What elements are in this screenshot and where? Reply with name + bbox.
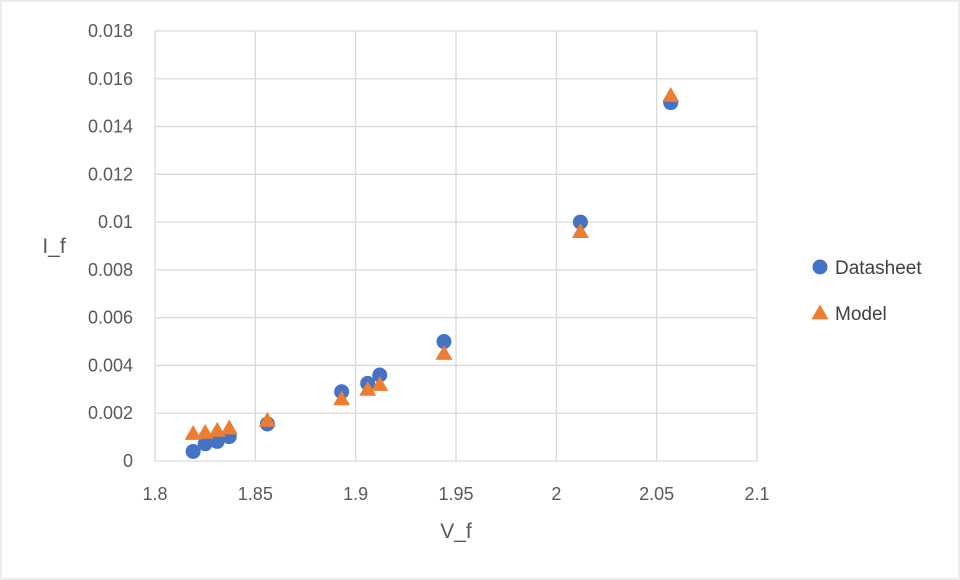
legend-marker-datasheet [812, 259, 828, 275]
model-point [662, 87, 680, 102]
x-tick-label: 1.8 [142, 484, 167, 504]
y-axis-title: I_f [42, 235, 66, 258]
x-tick-label: 2 [551, 484, 561, 504]
y-tick-label: 0 [123, 451, 133, 471]
model-point [220, 419, 238, 435]
y-tick-label: 0.006 [88, 308, 133, 328]
datasheet-point [436, 334, 452, 350]
x-tick-label: 2.05 [639, 484, 674, 504]
x-axis-title: V_f [440, 520, 472, 543]
datasheet-point [572, 214, 588, 230]
y-tick-label: 0.014 [88, 117, 133, 137]
y-tick-label: 0.01 [98, 212, 133, 232]
datasheet-point [197, 436, 213, 452]
model-point [435, 345, 453, 360]
model-point [208, 421, 226, 437]
model-point [571, 223, 589, 239]
data-points [184, 87, 680, 459]
datasheet-point [209, 433, 225, 449]
y-tick-label: 0.018 [88, 21, 133, 41]
tick-labels: 0 0.002 0.004 0.006 0.008 0.01 0.012 0.014 0.016… [88, 21, 770, 504]
x-tick-label: 1.9 [343, 484, 368, 504]
datasheet-point [372, 367, 388, 383]
y-tick-label: 0.004 [88, 355, 133, 375]
y-tick-label: 0.012 [88, 164, 133, 184]
y-tick-label: 0.008 [88, 260, 133, 280]
legend-label-model: Model [835, 304, 887, 325]
model-point [258, 411, 276, 427]
model-point [333, 390, 351, 406]
gridlines [154, 30, 758, 462]
x-tick-label: 1.95 [438, 484, 473, 504]
datasheet-point [185, 443, 201, 459]
model-point [196, 423, 214, 439]
x-tick-label: 2.1 [744, 484, 769, 504]
y-tick-label: 0.002 [88, 403, 133, 423]
model-point [371, 376, 389, 391]
model-point [359, 380, 377, 396]
model-point [184, 425, 202, 440]
legend-label-datasheet: Datasheet [835, 258, 922, 279]
legend: Datasheet Model [811, 258, 922, 325]
x-tick-label: 1.85 [238, 484, 273, 504]
legend-marker-model [811, 304, 829, 320]
y-tick-label: 0.016 [88, 69, 133, 89]
